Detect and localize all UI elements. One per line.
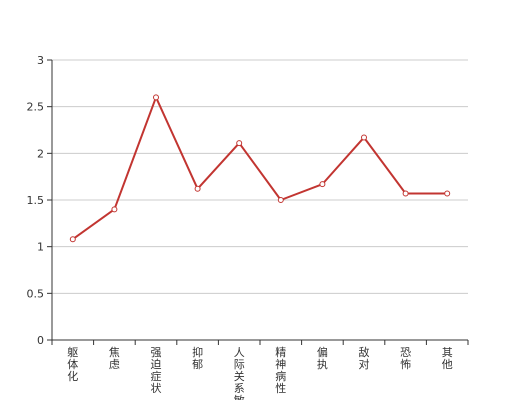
x-tick-label: 躯体化 (67, 346, 78, 383)
x-tick-label: 恐怖 (400, 346, 411, 371)
y-tick-label: 0.5 (27, 287, 45, 300)
data-point[interactable] (444, 190, 451, 197)
data-point[interactable] (111, 206, 118, 213)
data-point[interactable] (277, 197, 284, 203)
y-tick-label: 1 (37, 241, 44, 254)
axes (47, 59, 469, 345)
data-point[interactable] (361, 134, 367, 141)
data-point[interactable] (69, 236, 76, 243)
series-layer (69, 94, 451, 243)
data-point[interactable] (402, 190, 409, 197)
x-tick-label: 强迫症状 (151, 346, 162, 395)
x-axis-labels: 躯体化 焦虑 强迫症状 抑郁 人际关系敏感 精神病性 偏执 敌对 恐怖 其他 (67, 345, 452, 400)
y-tick-label: 2 (37, 147, 44, 160)
y-axis-labels: 0 0.5 1 1.5 2 2.5 3 (27, 54, 45, 347)
data-point[interactable] (319, 181, 326, 188)
y-tick-label: 1.5 (27, 194, 45, 207)
series-line (72, 96, 448, 241)
x-tick-label: 人际关系敏感 (234, 346, 245, 400)
x-tick-label: 其他 (442, 346, 453, 371)
x-tick-label: 精神病性 (275, 346, 286, 395)
x-tick-label: 敌对 (359, 345, 370, 371)
data-point[interactable] (194, 185, 201, 192)
y-tick-label: 0 (37, 334, 44, 347)
y-tick-label: 3 (37, 54, 44, 67)
data-point[interactable] (153, 94, 159, 101)
grid-lines (52, 59, 468, 294)
y-tick-label: 2.5 (27, 101, 45, 114)
x-tick-label: 焦虑 (109, 346, 120, 371)
x-tick-label: 偏执 (317, 345, 328, 371)
data-point[interactable] (236, 140, 243, 147)
x-tick-label: 抑郁 (192, 345, 203, 371)
